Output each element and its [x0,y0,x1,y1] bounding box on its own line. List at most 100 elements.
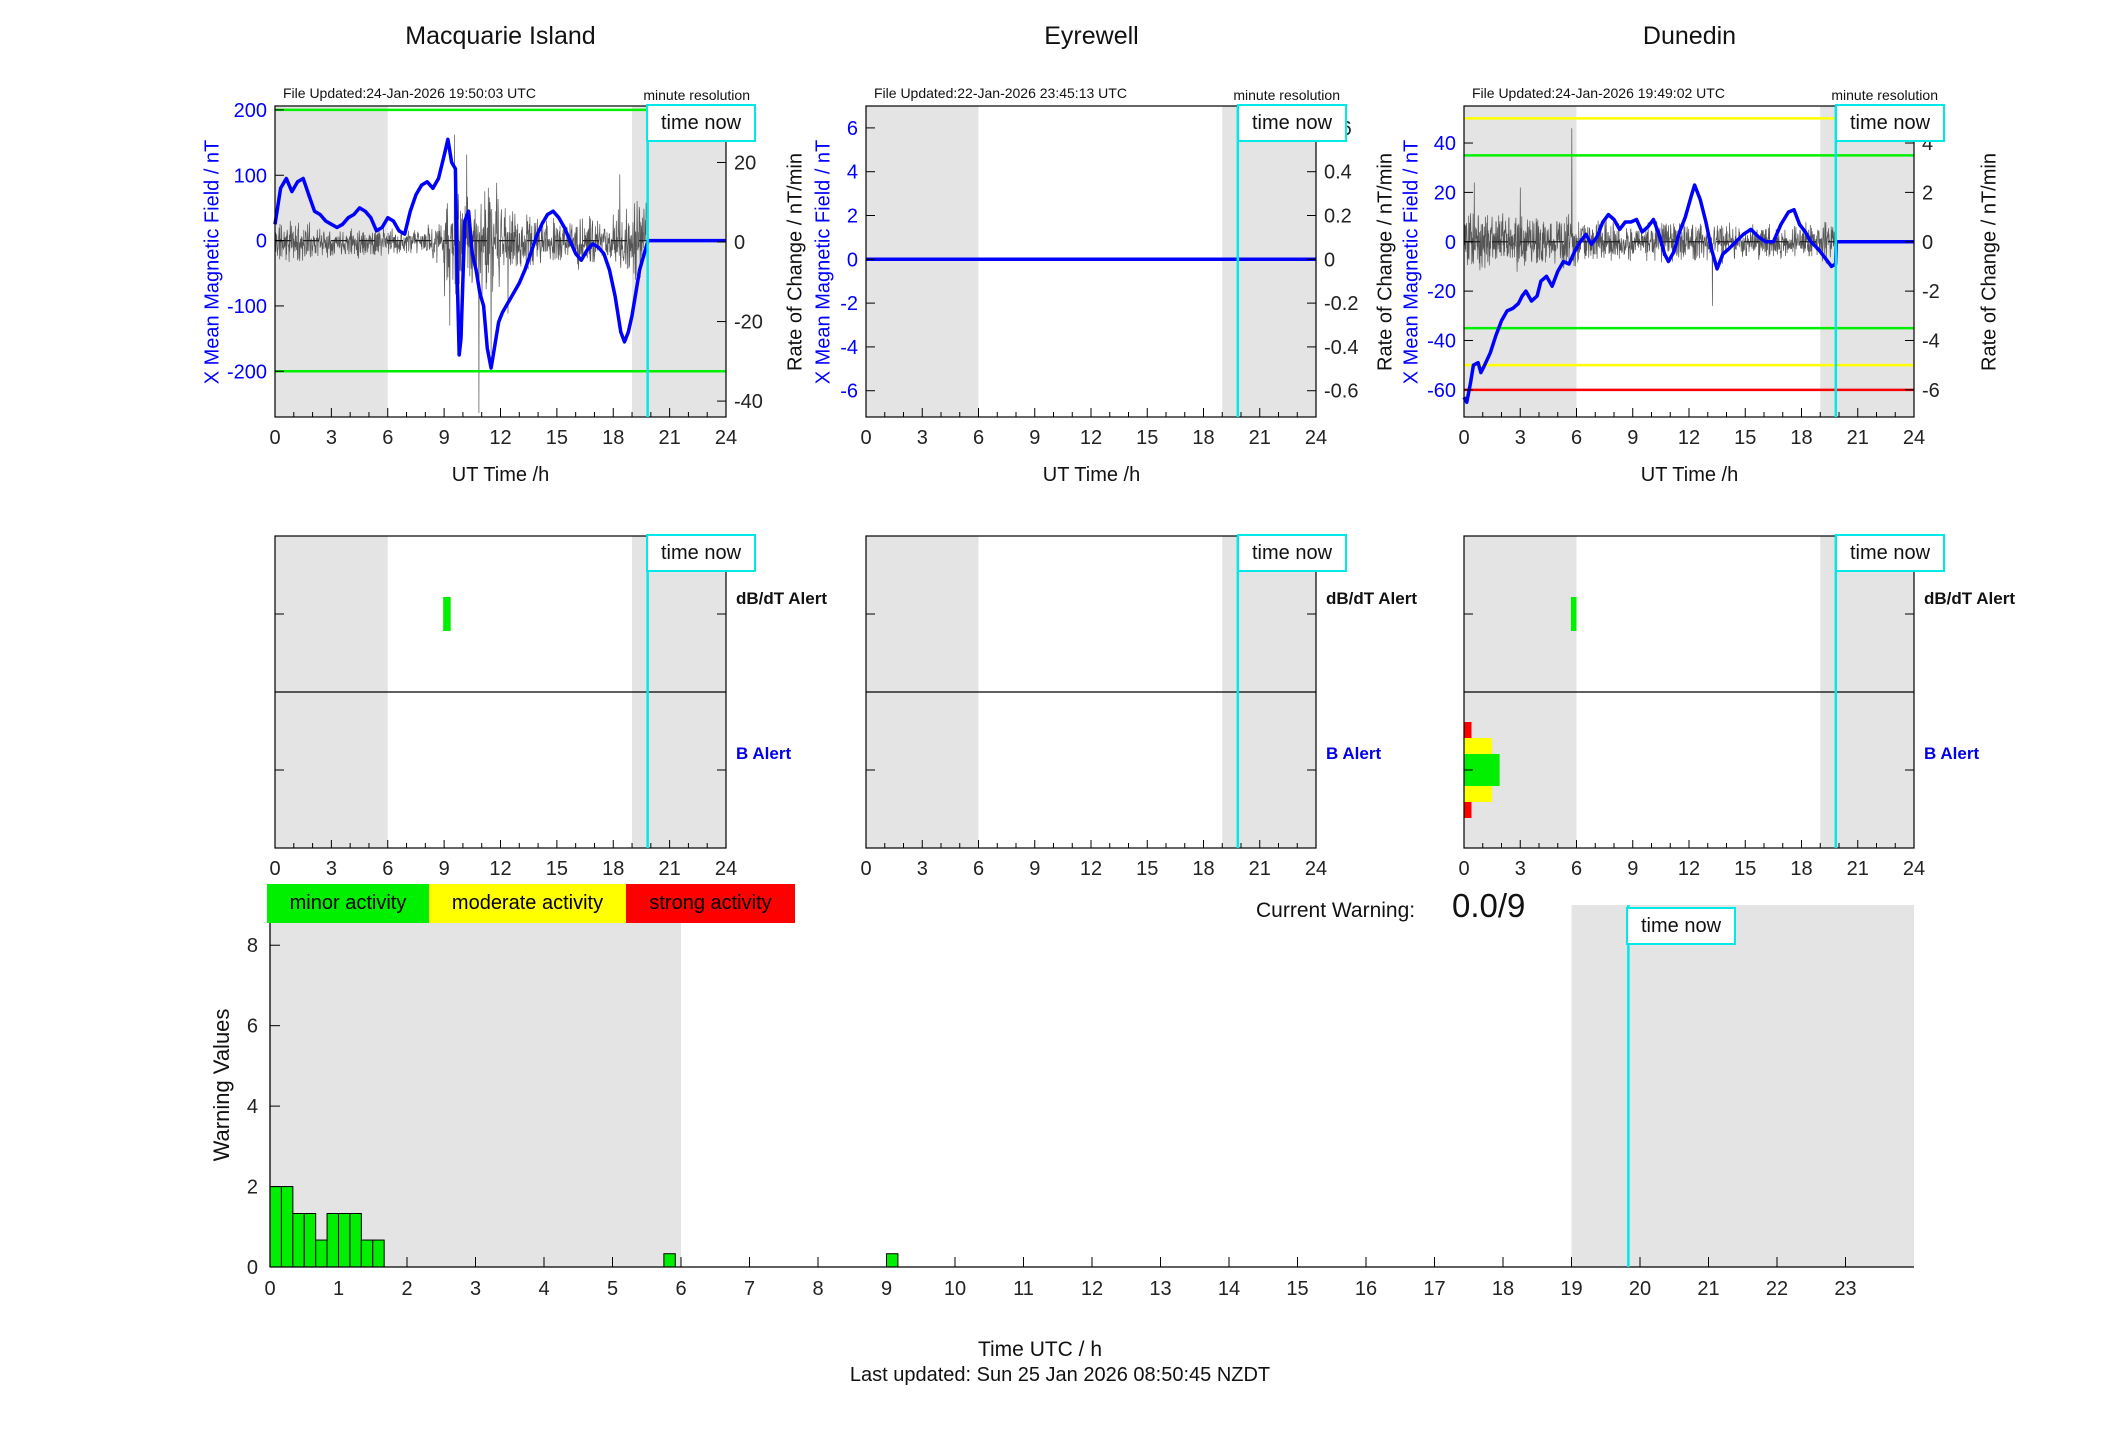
tick-label: 6 [382,858,393,880]
tick-label: 9 [439,858,450,880]
tick-label: 2 [847,206,858,228]
tick-label: 18 [1492,1278,1514,1300]
tick-label: -20 [734,312,763,334]
tick-label: 4 [1922,133,1933,155]
tick-label: 16 [1355,1278,1377,1300]
tick-label: -0.4 [1324,337,1358,359]
tick-label: 20 [1434,182,1456,204]
tick-label: 15 [1136,858,1158,880]
tick-label: 0 [1922,232,1933,254]
x-axis-label-dunedin: UT Time /h [1640,464,1739,486]
tick-label: 100 [234,165,267,187]
tick-label: 0.4 [1324,162,1352,184]
tick-label: 2 [401,1278,412,1300]
tick-label: 11 [1013,1278,1034,1300]
tick-label: 12 [1080,858,1102,880]
file-updated-macquarie: File Updated:24-Jan-2026 19:50:03 UTC [283,85,536,101]
file-updated-eyrewell: File Updated:22-Jan-2026 23:45:13 UTC [874,85,1127,101]
night-shading [1222,106,1316,417]
tick-label: -100 [227,296,267,318]
tick-label: 9 [1627,858,1638,880]
tick-label: 0 [734,232,745,254]
tick-label: 21 [1249,427,1271,449]
tick-label: 9 [1029,427,1040,449]
time-now-flag: time now [1626,907,1736,945]
current-warning-label: Current Warning: [1256,899,1416,922]
tick-label: 0.2 [1324,206,1352,228]
tick-label: 15 [1734,427,1756,449]
tick-label: 13 [1149,1278,1171,1300]
tick-label: 3 [326,427,337,449]
tick-label: 24 [1903,427,1925,449]
b-alert-label-dunedin: B Alert [1924,744,1980,763]
tick-label: -60 [1427,380,1456,402]
tick-label: 0 [1458,858,1469,880]
tick-label: 21 [659,427,681,449]
tick-label: 2 [1922,182,1933,204]
tick-label: 6 [1571,427,1582,449]
right-axis-label-macquarie: Rate of Change / nT/min [784,153,807,371]
tick-label: 5 [607,1278,618,1300]
tick-label: 0 [1458,427,1469,449]
night-shading [1571,905,1914,1267]
legend-moderate-activity: moderate activity [429,884,626,923]
tick-label: 40 [1434,133,1456,155]
tick-label: 24 [1305,858,1327,880]
file-updated-dunedin: File Updated:24-Jan-2026 19:49:02 UTC [1472,85,1725,101]
tick-label: 19 [1560,1278,1582,1300]
left-axis-label-eyrewell: X Mean Magnetic Field / nT [812,139,835,385]
station-title-dunedin: Dunedin [1642,22,1737,50]
tick-label: -200 [227,361,267,383]
tick-label: 4 [247,1096,258,1118]
current-warning-value: 0.0/9 [1452,887,1526,924]
b-alert-label-macquarie: B Alert [736,744,792,763]
tick-label: 20 [734,152,756,174]
tick-label: 0 [247,1257,258,1279]
left-axis-label-dunedin: X Mean Magnetic Field / nT [1400,139,1423,385]
tick-label: 15 [546,858,568,880]
tick-label: -6 [1922,380,1940,402]
tick-label: 21 [659,858,681,880]
warning-bar [372,1239,385,1268]
tick-label: 0 [860,427,871,449]
tick-label: 3 [1515,427,1526,449]
night-shading [275,106,388,417]
tick-label: 14 [1218,1278,1240,1300]
tick-label: 18 [1790,427,1812,449]
tick-label: 24 [1903,858,1925,880]
tick-label: 23 [1834,1278,1856,1300]
tick-label: -2 [840,293,858,315]
tick-label: 4 [847,162,858,184]
tick-label: 6 [247,1016,258,1038]
tick-label: -40 [1427,330,1456,352]
dbdt-alert-bar [1570,597,1577,631]
tick-label: -0.6 [1324,381,1358,403]
tick-label: 9 [1029,858,1040,880]
tick-label: 24 [715,427,737,449]
tick-label: 21 [1847,427,1869,449]
tick-label: 0 [269,858,280,880]
tick-label: -40 [734,391,763,413]
rate-of-change-trace [274,134,649,414]
tick-label: 9 [1627,427,1638,449]
tick-label: 6 [847,118,858,140]
dbdt-alert-label-macquarie: dB/dT Alert [736,589,827,608]
tick-label: 18 [1192,427,1214,449]
warning-bar [663,1253,676,1268]
tick-label: 18 [1192,858,1214,880]
tick-label: 0 [264,1278,275,1300]
tick-label: 15 [1286,1278,1308,1300]
b-alert-label-eyrewell: B Alert [1326,744,1382,763]
tick-label: 12 [1678,427,1700,449]
tick-label: 12 [489,427,511,449]
time-now-flag: time now [1835,104,1945,142]
b-alert-bar [1464,786,1493,802]
tick-label: 20 [1629,1278,1651,1300]
tick-label: 3 [326,858,337,880]
tick-label: 6 [1571,858,1582,880]
time-now-flag: time now [646,104,756,142]
tick-label: -2 [1922,281,1940,303]
tick-label: 200 [234,100,267,122]
tick-label: 3 [917,858,928,880]
